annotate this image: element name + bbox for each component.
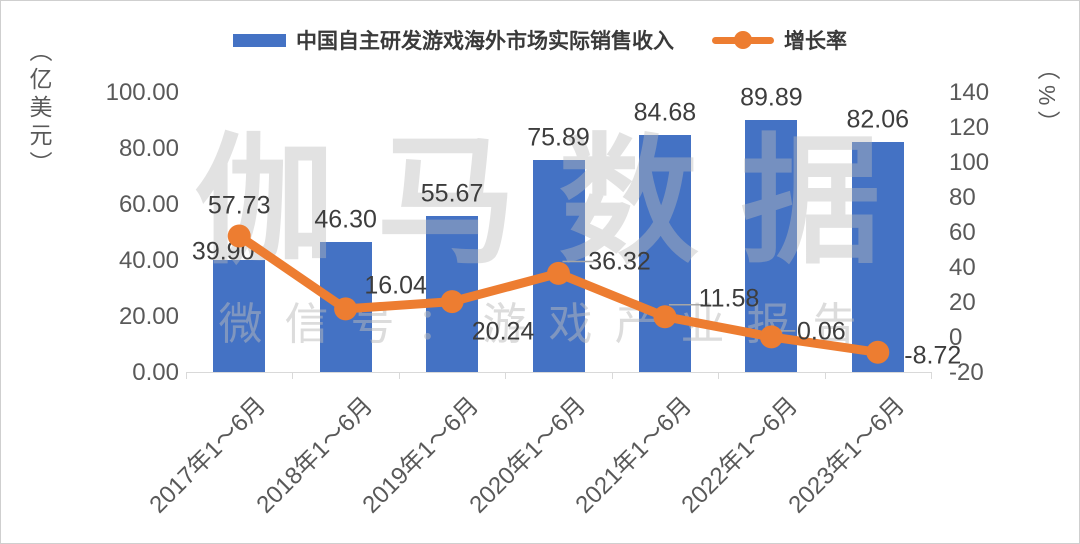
growth-rate-point-marker xyxy=(334,297,358,321)
legend-label-revenue: 中国自主研发游戏海外市场实际销售收入 xyxy=(296,30,674,53)
x-axis-tick xyxy=(611,372,613,379)
growth-rate-value-label: 36.32 xyxy=(588,247,651,276)
right-axis-tick-label: 0 xyxy=(949,324,963,351)
revenue-bar xyxy=(851,142,904,372)
revenue-value-label: 89.89 xyxy=(740,83,803,112)
revenue-bar-swatch-icon xyxy=(233,33,286,47)
legend-item-revenue: 中国自主研发游戏海外市场实际销售收入 xyxy=(233,25,674,55)
right-axis-tick-label: 100 xyxy=(949,149,990,176)
revenue-value-label: 75.89 xyxy=(527,123,590,151)
right-axis-tick-label: 80 xyxy=(949,184,976,211)
growth-rate-value-label: 20.24 xyxy=(471,317,535,346)
revenue-bar xyxy=(638,134,691,372)
left-axis-tick-label: 0.00 xyxy=(132,359,179,386)
legend-label-growth: 增长率 xyxy=(784,30,847,53)
growth-line-swatch-icon xyxy=(712,31,774,49)
revenue-value-label: 82.06 xyxy=(846,105,910,134)
x-axis-tick xyxy=(718,372,720,379)
right-axis-tick-label: -20 xyxy=(949,359,984,386)
x-axis-tick xyxy=(505,372,507,379)
x-axis-tick xyxy=(824,372,826,379)
growth-rate-value-label: -8.72 xyxy=(904,341,962,370)
x-axis-line xyxy=(186,372,932,373)
right-axis-tick-label: 60 xyxy=(949,219,976,246)
left-axis-tick-label: 40.00 xyxy=(118,247,179,274)
growth-rate-value-label: 0.06 xyxy=(797,317,846,346)
revenue-value-label: 55.67 xyxy=(420,179,484,208)
growth-rate-point-marker xyxy=(547,261,570,285)
growth-rate-point-marker xyxy=(227,224,251,248)
revenue-bar xyxy=(213,260,266,372)
growth-rate-line-chart xyxy=(227,224,890,364)
growth-rate-value-label: 16.04 xyxy=(364,271,427,300)
left-axis-tick-label: 60.00 xyxy=(118,191,179,218)
right-axis-tick-label: 120 xyxy=(949,114,990,141)
growth-rate-point-marker xyxy=(866,340,890,364)
left-axis-tick-label: 20.00 xyxy=(118,303,179,330)
right-axis-tick-label: 20 xyxy=(949,289,976,316)
x-axis-tick xyxy=(931,372,932,379)
growth-rate-value-label: 57.73 xyxy=(207,191,271,220)
growth-rate-point-marker xyxy=(440,290,464,314)
growth-rate-point-marker xyxy=(653,305,677,329)
revenue-value-label: 84.68 xyxy=(633,98,697,127)
growth-rate-point-marker xyxy=(759,325,783,349)
left-axis-tick-label: 80.00 xyxy=(118,135,179,162)
legend-item-growth: 增长率 xyxy=(712,25,847,55)
revenue-value-label: 46.30 xyxy=(314,205,377,234)
growth-rate-value-label: 11.58 xyxy=(698,284,760,313)
right-axis-tick-label: 140 xyxy=(949,79,990,106)
chart-legend: 中国自主研发游戏海外市场实际销售收入 增长率 xyxy=(1,25,1079,55)
x-axis-tick xyxy=(186,372,187,379)
x-axis-tick xyxy=(292,372,294,379)
left-axis-tick-label: 100.00 xyxy=(105,79,179,106)
left-axis-title: （亿美元） xyxy=(26,39,52,179)
right-axis-tick-label: 40 xyxy=(949,254,976,281)
right-axis-title: （%） xyxy=(1034,57,1060,139)
x-axis-tick xyxy=(398,372,400,379)
